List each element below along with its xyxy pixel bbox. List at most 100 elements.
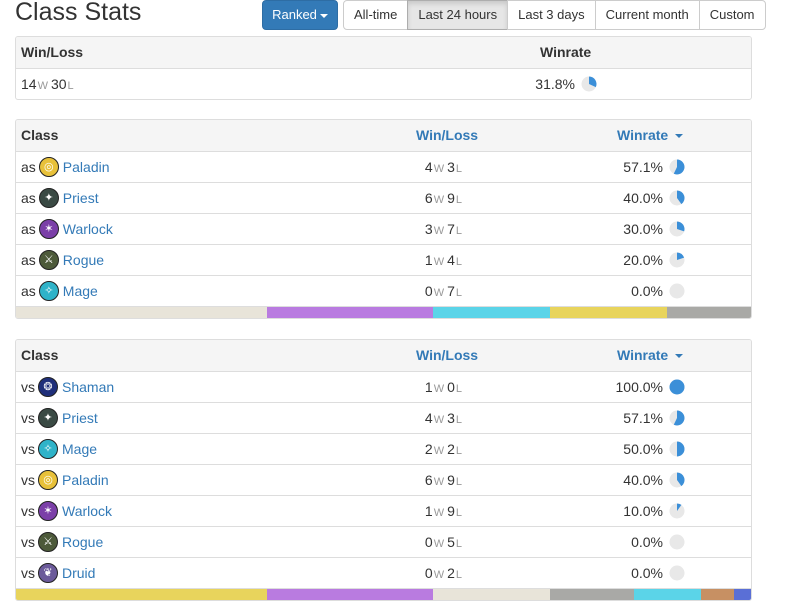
row-prefix: vs [21,534,35,550]
table-row: vs ✦ Priest 4W 3L 57.1% [16,402,751,433]
as-class-panel: Class Win/Loss Winrate as ◎ Paladin 4W 3L 57.… [15,119,752,319]
wl-cell: 6W 9L [424,472,462,488]
filter-last-3-days[interactable]: Last 3 days [507,0,596,30]
distribution-segment [433,307,551,318]
wl-cell: 0W 7L [424,283,462,299]
row-prefix: vs [21,410,35,426]
class-link[interactable]: Mage [62,441,98,457]
distribution-segment [266,589,434,600]
filter-last-24-hours[interactable]: Last 24 hours [407,0,509,30]
as-class-distribution-bar [16,306,751,318]
sort-desc-icon [675,134,684,139]
summary-wl-header: Win/Loss [21,44,84,60]
winrate-pie [669,472,685,488]
page-title: Class Stats [15,0,142,26]
ranked-dropdown-button[interactable]: Ranked [262,0,338,30]
wl-cell: 1W 0L [424,379,462,395]
table-row: vs ❦ Druid 0W 2L 0.0% [16,557,751,588]
druid-icon: ❦ [38,562,58,583]
ranked-label: Ranked [272,7,317,22]
winrate-pie [669,565,685,581]
winrate-cell: 0.0% [631,565,663,581]
class-cell: vs ✧ Mage [21,434,97,464]
paladin-icon: ◎ [38,156,59,177]
class-link[interactable]: Rogue [62,252,105,268]
wl-cell: 1W 4L [424,252,462,268]
table-row: vs ⚔ Rogue 0W 5L 0.0% [16,526,751,557]
distribution-segment [433,589,551,600]
winrate-cell: 57.1% [623,410,663,426]
distribution-segment [550,307,668,318]
class-link[interactable]: Priest [62,410,98,426]
row-prefix: vs [21,441,35,457]
class-link[interactable]: Warlock [62,221,113,237]
distribution-segment [266,307,434,318]
row-prefix: as [21,252,36,268]
distribution-segment [734,589,751,600]
wl-cell: 0W 5L [424,534,462,550]
class-link[interactable]: Paladin [62,159,110,175]
warlock-icon: ✶ [38,218,59,239]
summary-winrate-value: 31.8% [535,76,575,92]
winrate-pie [669,252,685,268]
class-link[interactable]: Shaman [62,379,115,395]
class-link[interactable]: Mage [62,283,98,299]
as-winrate-header[interactable]: Winrate [617,120,684,150]
class-link[interactable]: Priest [62,190,99,206]
row-prefix: as [21,159,36,175]
filter-current-month[interactable]: Current month [594,0,700,30]
shaman-icon: ❂ [38,376,58,397]
wl-cell: 4W 3L [424,159,462,175]
class-link[interactable]: Paladin [62,472,109,488]
winrate-cell: 0.0% [631,534,663,550]
winrate-cell: 40.0% [623,190,663,206]
filter-all-time[interactable]: All-time [343,0,409,30]
row-prefix: as [21,190,36,206]
rogue-icon: ⚔ [38,249,59,270]
class-link[interactable]: Warlock [62,503,113,519]
mage-icon: ✧ [38,438,58,459]
vs-class-distribution-bar [16,588,751,600]
summary-winrate-header: Winrate [540,44,592,60]
class-cell: vs ✶ Warlock [21,496,112,526]
row-prefix: as [21,221,36,237]
winrate-pie [669,534,685,550]
winrate-cell: 57.1% [623,159,663,175]
wl-cell: 0W 2L [424,565,462,581]
table-row: vs ✶ Warlock 1W 9L 10.0% [16,495,751,526]
winrate-pie [669,503,685,519]
vs-class-panel: Class Win/Loss Winrate vs ❂ Shaman 1W 0L 100.… [15,339,752,601]
mage-icon: ✧ [38,280,59,301]
table-row: vs ✧ Mage 2W 2L 50.0% [16,433,751,464]
vs-winrate-header[interactable]: Winrate [617,340,684,370]
filter-custom[interactable]: Custom [698,0,766,30]
warlock-icon: ✶ [38,500,58,521]
distribution-segment [667,307,751,318]
winrate-cell: 10.0% [623,503,663,519]
summary-panel: Win/Loss Winrate 14W 30L 31.8% [15,36,752,100]
class-link[interactable]: Druid [62,565,96,581]
class-cell: as ◎ Paladin [21,152,110,182]
winrate-cell: 0.0% [631,283,663,299]
winrate-pie [669,283,685,299]
wl-cell: 2W 2L [424,441,462,457]
as-wl-header[interactable]: Win/Loss [416,127,479,143]
table-row: vs ❂ Shaman 1W 0L 100.0% [16,371,751,402]
table-row: as ✧ Mage 0W 7L 0.0% [16,275,751,306]
winrate-cell: 30.0% [623,221,663,237]
priest-icon: ✦ [38,187,59,208]
table-row: as ✦ Priest 6W 9L 40.0% [16,182,751,213]
distribution-segment [550,589,635,600]
winrate-cell: 20.0% [623,252,663,268]
wl-cell: 6W 9L [424,190,462,206]
sort-desc-icon [675,354,684,359]
distribution-segment [16,589,267,600]
row-prefix: vs [21,472,35,488]
winrate-pie [669,159,685,175]
vs-wl-header[interactable]: Win/Loss [416,347,479,363]
summary-row: 14W 30L 31.8% [16,68,751,99]
class-link[interactable]: Rogue [62,534,104,550]
winrate-pie [669,190,685,206]
table-row: as ✶ Warlock 3W 7L 30.0% [16,213,751,244]
class-cell: as ✶ Warlock [21,214,113,244]
